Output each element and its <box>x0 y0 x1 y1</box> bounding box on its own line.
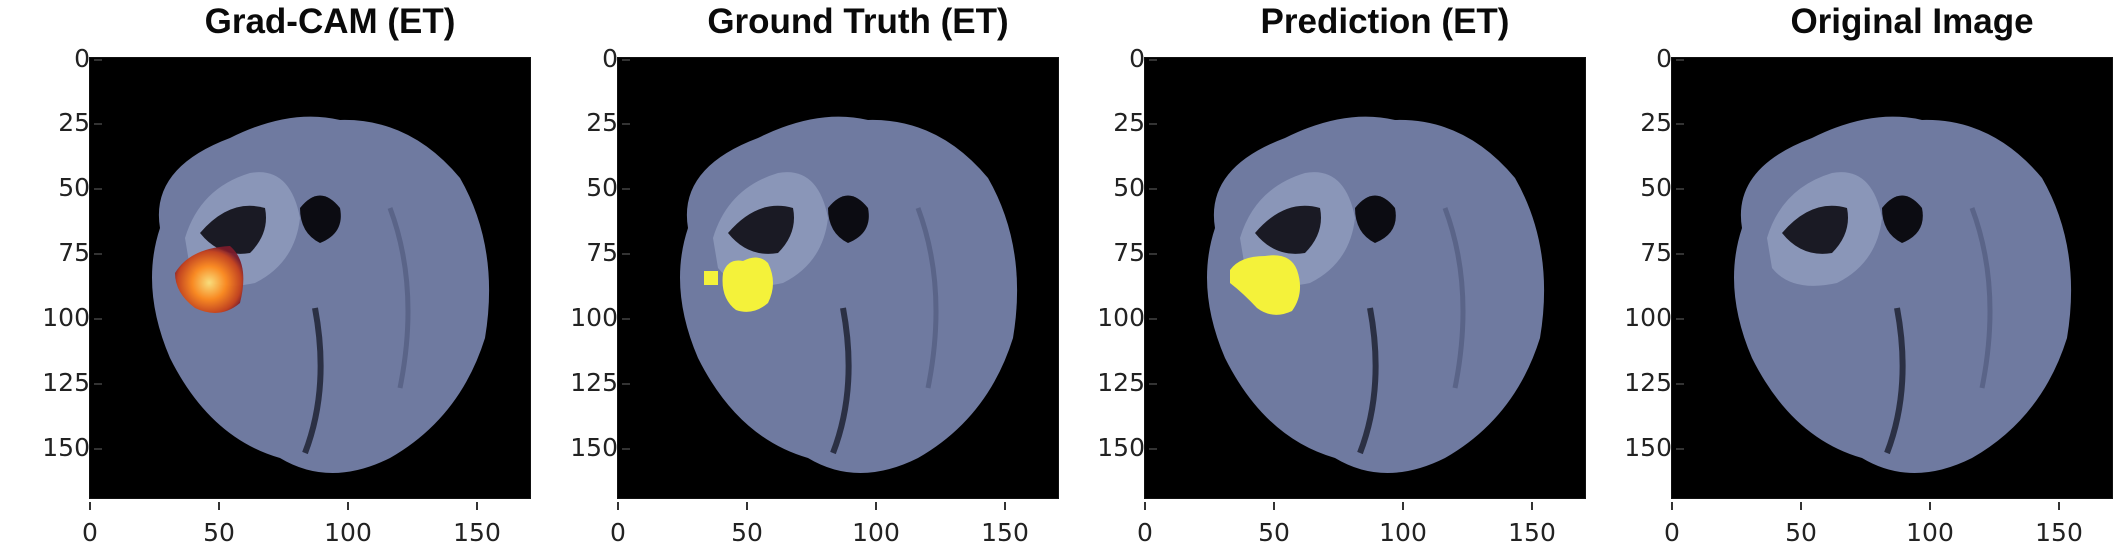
brain-slice <box>1734 116 2072 474</box>
xtick: 150 <box>437 502 517 548</box>
xtick: 50 <box>707 502 787 548</box>
xtick: 50 <box>1234 502 1314 548</box>
xtick: 100 <box>308 502 388 548</box>
brain-slice <box>1207 116 1545 474</box>
panel-title: Prediction (ET) <box>1260 2 1510 41</box>
ytick: 100 <box>1602 303 1684 333</box>
gradcam-heatmap <box>175 246 244 313</box>
xtick: 0 <box>1632 502 1712 548</box>
panel-gradcam: Grad-CAM (ET) 0 <box>42 0 550 558</box>
ytick: 125 <box>20 368 102 398</box>
ytick: 75 <box>1075 238 1157 268</box>
xtick: 100 <box>1890 502 1970 548</box>
mri-plot-ground-truth <box>617 57 1059 499</box>
ytick: 150 <box>1602 433 1684 463</box>
ytick: 125 <box>548 368 630 398</box>
ytick: 100 <box>20 303 102 333</box>
ytick: 0 <box>1602 44 1684 74</box>
ytick: 0 <box>1075 44 1157 74</box>
ytick: 125 <box>1075 368 1157 398</box>
brain-slice <box>680 116 1018 474</box>
xtick: 50 <box>1761 502 1841 548</box>
xtick: 100 <box>836 502 916 548</box>
panel-title: Original Image <box>1790 2 2034 41</box>
ytick: 25 <box>548 108 630 138</box>
mri-plot-prediction <box>1144 57 1586 499</box>
mri-plot-original <box>1671 57 2113 499</box>
ytick: 25 <box>1075 108 1157 138</box>
mri-plot-gradcam <box>89 57 531 499</box>
ytick: 50 <box>20 173 102 203</box>
ytick: 75 <box>20 238 102 268</box>
ytick: 150 <box>1075 433 1157 463</box>
ytick: 150 <box>548 433 630 463</box>
ytick: 25 <box>1602 108 1684 138</box>
ytick: 125 <box>1602 368 1684 398</box>
ytick: 100 <box>1075 303 1157 333</box>
ytick: 75 <box>548 238 630 268</box>
panel-prediction: Prediction (ET) 0 25 50 75 100 125 150 0… <box>1097 0 1605 558</box>
xtick: 0 <box>50 502 130 548</box>
ytick: 100 <box>548 303 630 333</box>
xtick: 150 <box>2019 502 2099 548</box>
ytick: 150 <box>20 433 102 463</box>
xtick: 150 <box>965 502 1045 548</box>
xtick: 100 <box>1363 502 1443 548</box>
panel-title: Grad-CAM (ET) <box>204 2 456 41</box>
panel-ground-truth: Ground Truth (ET) 0 25 50 75 100 125 150… <box>570 0 1078 558</box>
panel-title: Ground Truth (ET) <box>707 2 1009 41</box>
brain-slice <box>152 116 490 474</box>
xtick: 0 <box>578 502 658 548</box>
xtick: 0 <box>1105 502 1185 548</box>
ytick: 0 <box>20 44 102 74</box>
ytick: 50 <box>1075 173 1157 203</box>
xtick: 50 <box>179 502 259 548</box>
ytick: 75 <box>1602 238 1684 268</box>
xtick: 150 <box>1492 502 1572 548</box>
tumor-mask <box>704 257 773 312</box>
ytick: 25 <box>20 108 102 138</box>
ytick: 50 <box>548 173 630 203</box>
tumor-mask <box>1230 255 1301 315</box>
ytick: 50 <box>1602 173 1684 203</box>
ytick: 0 <box>548 44 630 74</box>
panel-original: Original Image 0 25 50 75 100 125 150 0 … <box>1624 0 2126 558</box>
